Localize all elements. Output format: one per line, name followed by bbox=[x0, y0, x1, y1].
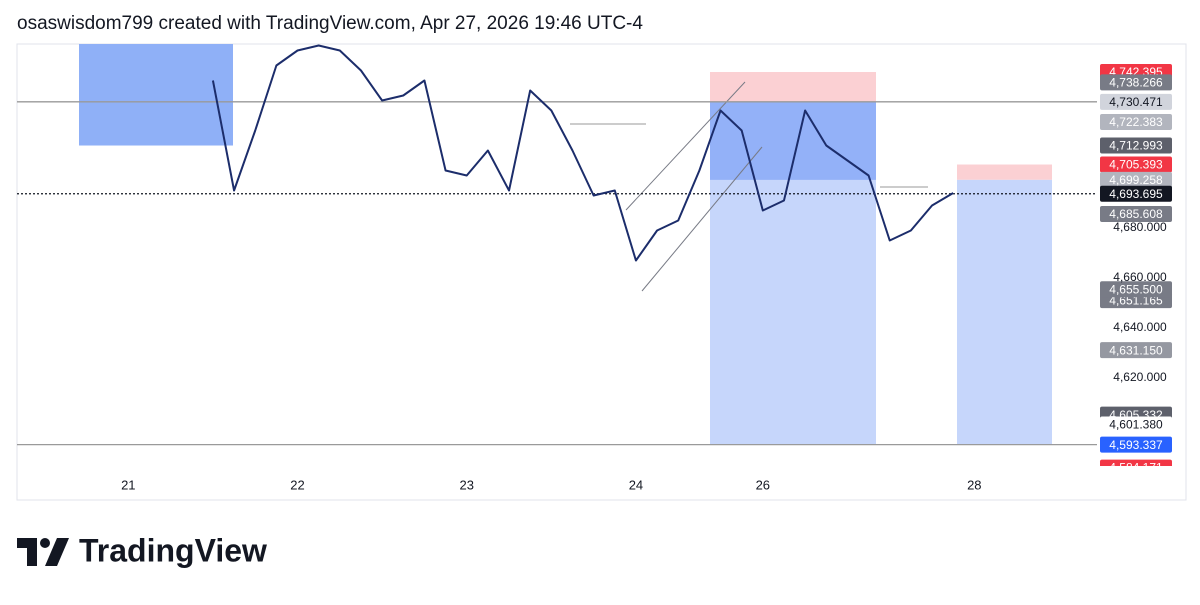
price-badge bbox=[1100, 342, 1172, 359]
position-zone bbox=[79, 44, 233, 146]
channel-line bbox=[625, 81, 746, 211]
price-badge bbox=[1100, 185, 1172, 202]
price-badge-label: 4,738.266 bbox=[1109, 76, 1163, 90]
price-badge bbox=[1100, 156, 1172, 173]
price-badge bbox=[1100, 137, 1172, 154]
price-badge-label: 4,699.258 bbox=[1109, 173, 1163, 187]
y-tick-label: 4,620.000 bbox=[1113, 370, 1167, 384]
price-line bbox=[211, 44, 954, 262]
price-badge bbox=[1100, 205, 1172, 222]
price-badge bbox=[1100, 171, 1172, 188]
position-zone bbox=[710, 101, 876, 180]
position-zone bbox=[710, 72, 876, 102]
price-badge bbox=[1100, 281, 1172, 298]
y-tick-label: 4,660.000 bbox=[1113, 270, 1167, 284]
price-badge-label: 4,584.171 bbox=[1109, 461, 1163, 475]
price-badge bbox=[1100, 416, 1172, 433]
x-tick-label: 28 bbox=[967, 477, 981, 492]
price-badge bbox=[1100, 459, 1172, 466]
price-badge-label: 4,722.383 bbox=[1109, 115, 1163, 129]
price-badge-label: 4,655.500 bbox=[1109, 282, 1163, 296]
zones bbox=[79, 44, 1052, 445]
y-tick-label: 4,640.000 bbox=[1113, 320, 1167, 334]
price-badge-label: 4,693.695 bbox=[1109, 187, 1163, 201]
x-tick-label: 23 bbox=[459, 477, 473, 492]
x-tick-label: 24 bbox=[629, 477, 643, 492]
price-badge-label: 4,685.608 bbox=[1109, 207, 1163, 221]
y-tick-label: 4,680.000 bbox=[1113, 220, 1167, 234]
price-badge bbox=[1100, 93, 1172, 110]
price-axis: 4,742.3954,738.2664,730.4714,722.3834,71… bbox=[1100, 64, 1172, 475]
x-tick-label: 22 bbox=[290, 477, 304, 492]
header-text: osaswisdom799 created with TradingView.c… bbox=[17, 13, 643, 34]
price-badge bbox=[1100, 74, 1172, 91]
price-badge-label: 4,631.150 bbox=[1109, 343, 1163, 357]
price-badge-label: 4,730.471 bbox=[1109, 95, 1163, 109]
price-badge bbox=[1100, 114, 1172, 131]
logo: TradingView bbox=[17, 532, 267, 568]
price-badge-label: 4,712.993 bbox=[1109, 139, 1163, 153]
x-tick-label: 21 bbox=[121, 477, 135, 492]
position-zone bbox=[957, 164, 1052, 180]
logo-text: TradingView bbox=[79, 532, 267, 568]
price-badge-label: 4,593.337 bbox=[1109, 438, 1163, 452]
price-badge bbox=[1100, 436, 1172, 453]
price-badge-label: 4,705.393 bbox=[1109, 158, 1163, 172]
price-badge-label: 4,601.380 bbox=[1109, 418, 1163, 432]
channel-line bbox=[641, 146, 763, 292]
chart-frame bbox=[16, 43, 1187, 501]
x-tick-label: 26 bbox=[756, 477, 770, 492]
plot bbox=[17, 44, 1097, 446]
position-zone bbox=[957, 179, 1052, 445]
